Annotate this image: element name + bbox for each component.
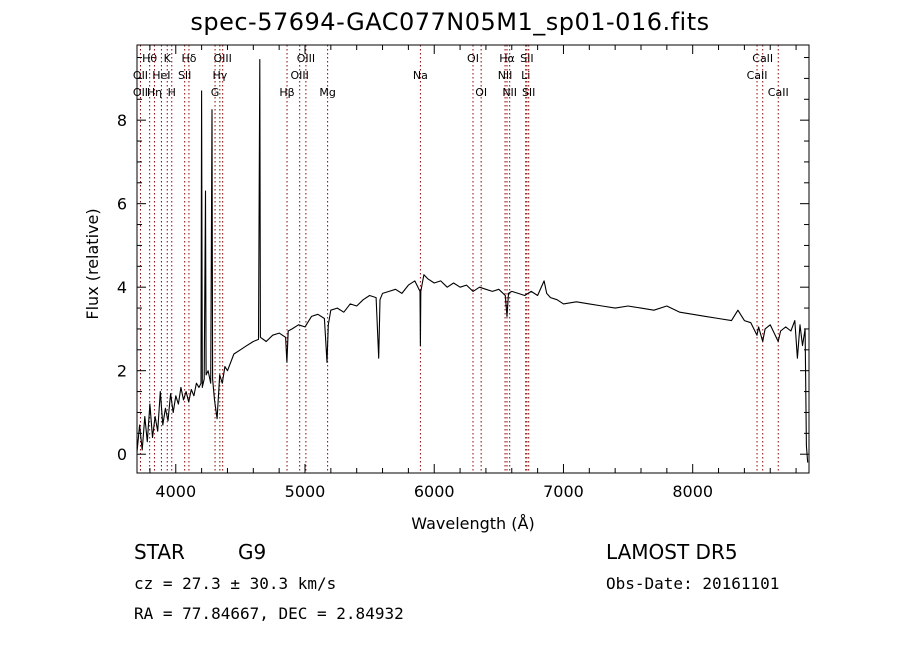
line-marker-label: CaII [768,86,789,99]
x-tick-label: 4000 [155,482,196,501]
line-marker-label: SII [520,52,533,65]
object-subclass: G9 [238,540,267,564]
x-tick-label: 6000 [414,482,455,501]
spectrum-line [136,59,809,463]
line-marker-label: NII [502,86,517,99]
y-axis-label: Flux (relative) [83,208,102,319]
y-tick-label: 6 [117,195,127,214]
x-tick-label: 8000 [672,482,713,501]
line-marker-label: OII [133,86,148,99]
spectrum-layer [136,59,809,463]
line-marker-label: OI [467,52,479,65]
line-marker-label: H [168,86,176,99]
line-marker-label: SII [522,86,535,99]
line-marker-label: Hδ [181,52,196,65]
line-marker-label: OI [475,86,487,99]
object-class: STAR [134,540,185,564]
x-axis-label: Wavelength (Å) [411,514,534,533]
x-tick-label: 5000 [285,482,326,501]
line-marker-label: Mg [319,86,335,99]
line-marker-label: Li [521,69,530,82]
line-markers-layer: Hθ OII OII K HeI Hη H Hδ SII OIII Hγ G Hβ OIII OIII Mg N… [133,45,789,473]
y-tick-label: 0 [117,445,127,464]
line-marker-label: Hγ [212,69,227,82]
line-marker-label: G [211,86,220,99]
line-marker-label: CaII [752,52,773,65]
line-marker-label: Hβ [279,86,294,99]
line-marker-label: NII [498,69,513,82]
y-tick-label: 8 [117,111,127,130]
line-marker-label: CaII [747,69,768,82]
line-marker-label: Hη [147,86,162,99]
line-marker-label: OII [133,69,148,82]
observation-date: Obs-Date: 20161101 [606,574,780,593]
axes-layer: 4000 5000 6000 7000 8000 0 2 4 6 8 Wavelength (Å) F… [83,44,810,533]
y-tick-label: 4 [117,278,127,297]
redshift-velocity: cz = 27.3 ± 30.3 km/s [134,574,337,593]
line-marker-label: Hα [499,52,515,65]
coordinates: RA = 77.84667, DEC = 2.84932 [134,604,404,623]
line-marker-label: Hθ [142,52,157,65]
line-marker-label: K [164,52,172,65]
line-marker-label: OIII [291,69,309,82]
y-tick-label: 2 [117,362,127,381]
chart-title: spec-57694-GAC077N05M1_sp01-016.fits [190,8,710,36]
survey-name: LAMOST DR5 [606,540,738,564]
plot-frame [136,44,810,474]
line-marker-label: HeI [152,69,170,82]
line-marker-label: OIII [297,52,315,65]
line-marker-label: OIII [213,52,231,65]
x-tick-label: 7000 [543,482,584,501]
line-marker-label: Na [413,69,428,82]
line-marker-label: SII [178,69,191,82]
